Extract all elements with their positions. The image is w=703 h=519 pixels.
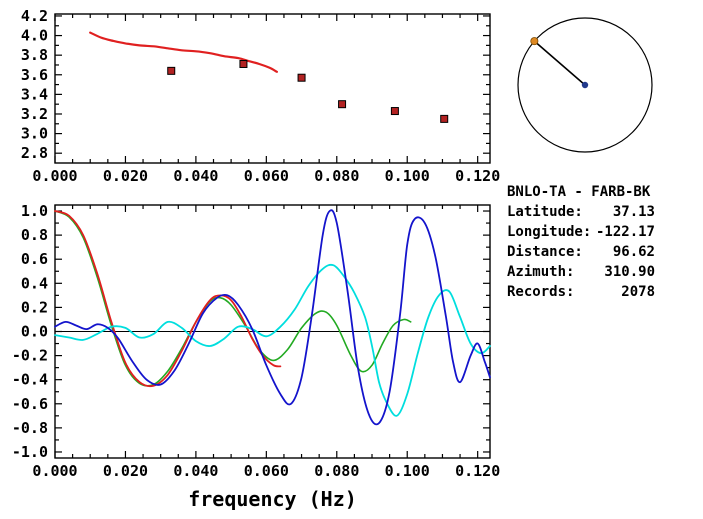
y-tick-label: 0.6 — [21, 250, 48, 268]
longitude-label: Longitude: — [507, 224, 592, 240]
y-tick-label: -0.2 — [12, 347, 48, 365]
info-row-longitude: Longitude: -122.17 — [507, 222, 655, 242]
x-tick-label: 0.060 — [244, 462, 289, 480]
waveform-blue — [54, 209, 491, 426]
distance-label: Distance: — [507, 244, 583, 260]
records-value: 2078 — [621, 284, 655, 300]
x-tick-label: 0.000 — [32, 462, 77, 480]
plot-frame — [54, 13, 491, 164]
waveform-chart-svg: 0.000 0.020 0.040 0.060 0.080 0.100 0.120 -1.0 -… — [12, 202, 500, 511]
y-tick-label: 0.2 — [21, 298, 48, 316]
y-tick-label: 0.8 — [21, 226, 48, 244]
x-tick-label: 0.100 — [385, 462, 430, 480]
y-tick-label: 3.2 — [21, 105, 48, 123]
dispersion-curve — [89, 31, 278, 73]
y-tick-label: 3.6 — [21, 66, 48, 84]
dispersion-picks-marker — [390, 107, 399, 116]
info-row-records: Records: 2078 — [507, 282, 655, 302]
info-row-latitude: Latitude: 37.13 — [507, 202, 655, 222]
waveform-panel: 0.000 0.020 0.040 0.060 0.080 0.100 0.120 -1.0 -… — [0, 195, 500, 519]
dispersion-panel: 0.000 0.020 0.040 0.060 0.080 0.100 0.120 2.8 3.… — [0, 0, 500, 195]
dispersion-picks-marker — [440, 114, 449, 123]
y-tick-label: -0.6 — [12, 395, 48, 413]
y-tick-label: 2.8 — [21, 144, 48, 162]
y-tick-label: 0.0 — [21, 323, 48, 341]
x-tick-label: 0.020 — [103, 167, 148, 185]
azimuth-compass — [500, 0, 703, 175]
x-tick-label: 0.080 — [314, 462, 359, 480]
dispersion-picks-marker — [167, 66, 176, 75]
station-pair-label: BNLO-TA - FARB-BK — [507, 184, 651, 200]
azimuth-label: Azimuth: — [507, 264, 575, 280]
station-info: BNLO-TA - FARB-BK Latitude: 37.13 Longit… — [507, 182, 655, 302]
y-tick-label: -1.0 — [12, 443, 48, 461]
info-row-azimuth: Azimuth: 310.90 — [507, 262, 655, 282]
y-tick-label: 3.0 — [21, 125, 48, 143]
latitude-value: 37.13 — [612, 204, 655, 220]
info-row-distance: Distance: 96.62 — [507, 242, 655, 262]
distance-value: 96.62 — [612, 244, 655, 260]
x-tick-label: 0.000 — [32, 167, 77, 185]
x-tick-label: 0.080 — [314, 167, 359, 185]
y-tick-label: -0.4 — [12, 371, 48, 389]
azimuth-line — [533, 40, 586, 86]
longitude-value: -122.17 — [595, 224, 655, 240]
dispersion-chart-svg: 0.000 0.020 0.040 0.060 0.080 0.100 0.1202.83.… — [21, 7, 500, 185]
waveform-red — [54, 210, 282, 388]
x-axis-label: frequency (Hz) — [188, 487, 357, 511]
dispersion-picks-marker — [338, 100, 347, 109]
y-tick-label: 4.2 — [21, 7, 48, 25]
x-tick-label: 0.020 — [103, 462, 148, 480]
compass-circle — [517, 17, 653, 153]
x-tick-label: 0.120 — [455, 167, 500, 185]
y-tick-label: 4.0 — [21, 27, 48, 45]
dispersion-picks-marker — [239, 59, 248, 68]
dispersion-picks-marker — [297, 73, 306, 82]
compass-svg — [517, 17, 653, 153]
waveform-cyan — [54, 263, 491, 417]
y-tick-label: 3.4 — [21, 85, 48, 103]
y-tick-label: 0.4 — [21, 274, 48, 292]
azimuth-value: 310.90 — [604, 264, 655, 280]
records-label: Records: — [507, 284, 575, 300]
station-dot — [530, 37, 539, 46]
center-dot — [581, 81, 589, 89]
y-tick-label: 3.8 — [21, 46, 48, 64]
x-tick-label: 0.040 — [173, 167, 218, 185]
x-tick-label: 0.060 — [244, 167, 289, 185]
latitude-label: Latitude: — [507, 204, 583, 220]
y-tick-label: 1.0 — [21, 202, 48, 220]
x-tick-label: 0.040 — [173, 462, 218, 480]
y-tick-label: -0.8 — [12, 419, 48, 437]
x-tick-label: 0.100 — [385, 167, 430, 185]
x-tick-label: 0.120 — [455, 462, 500, 480]
